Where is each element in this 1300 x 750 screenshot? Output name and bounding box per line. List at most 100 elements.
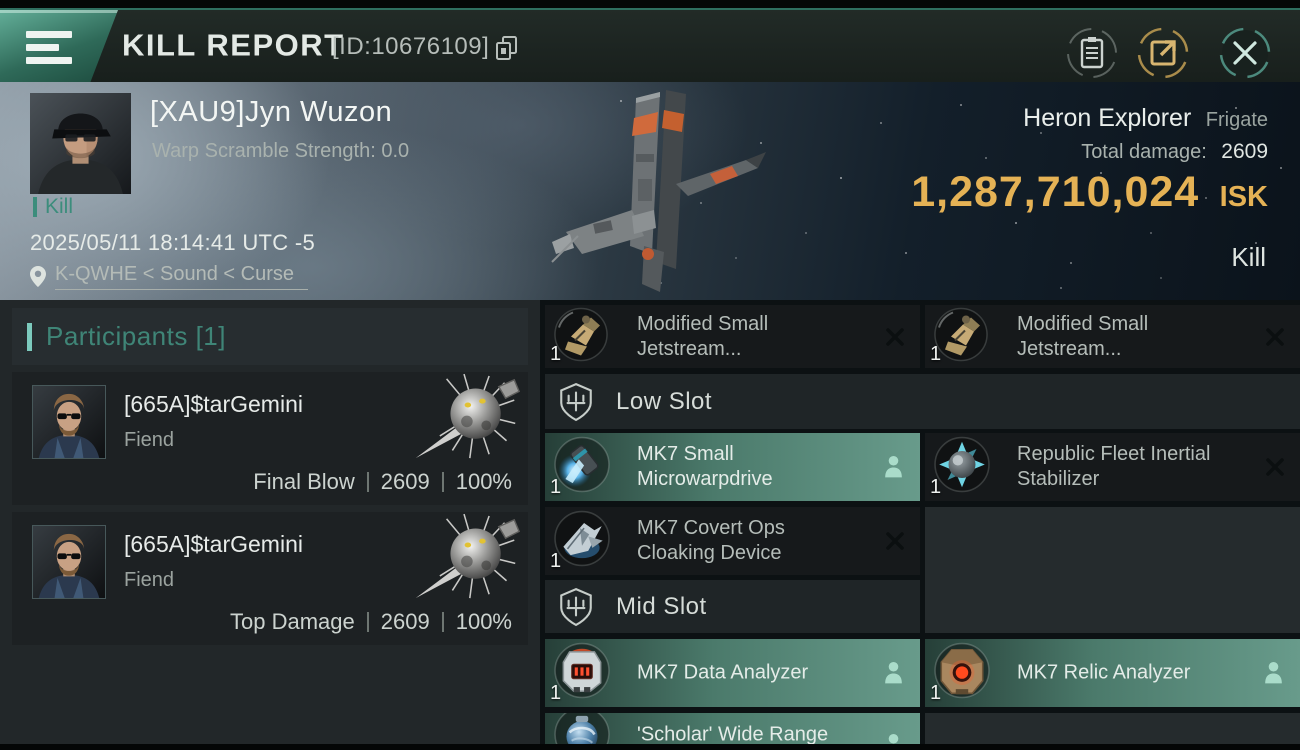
total-damage-value: 2609 [1221, 140, 1268, 163]
mid-slot-title: Mid Slot [616, 592, 707, 620]
bottom-black-bar [0, 744, 1300, 750]
module-qty: 1 [550, 476, 562, 498]
kill-result-label: Kill [1231, 242, 1266, 272]
module-icon-data-analyzer [553, 642, 611, 705]
copy-icon[interactable] [494, 35, 520, 68]
top-edge-strip [0, 0, 1300, 8]
close-x-icon [1233, 41, 1257, 65]
total-damage-line: Total damage: 2609 [1081, 140, 1268, 164]
remove-module-icon[interactable] [1264, 456, 1286, 478]
kill-datetime: 2025/05/11 18:14:41 UTC -5 [30, 230, 316, 255]
fitting-item-scholar[interactable]: 'Scholar' Wide Range [545, 713, 920, 750]
module-name: 'Scholar' Wide Range [637, 723, 829, 746]
menu-button[interactable] [0, 10, 118, 84]
isk-line: 1,287,710,024 ISK [911, 168, 1268, 217]
participant-ship-icon [406, 372, 522, 471]
page-title: KILL REPORT [122, 27, 345, 63]
module-name: Republic Fleet Inertial Stabilizer [1017, 443, 1211, 490]
fitting-empty-block [925, 507, 1300, 633]
fitting-item-data-analyzer[interactable]: 1 MK7 Data Analyzer [545, 639, 920, 707]
participant-avatar[interactable] [32, 385, 106, 459]
ship-name: Heron Explorer [1023, 104, 1192, 132]
participant-ship-icon [406, 512, 522, 611]
module-qty: 1 [930, 682, 942, 704]
kill-banner: [XAU9]Jyn Wuzon Warp Scramble Strength: … [0, 82, 1300, 300]
participant-stat-line: Final Blow 2609 100% [253, 469, 512, 495]
fitting-item-relic-analyzer[interactable]: 1 MK7 Relic Analyzer [925, 639, 1300, 707]
location-link[interactable]: K-QWHE < Sound < Curse [30, 263, 308, 290]
module-qty: 1 [930, 343, 942, 365]
module-icon-inertial-stabilizer [933, 436, 991, 499]
fitting-empty-block [925, 713, 1300, 744]
module-name: MK7 Small Microwarpdrive [637, 443, 773, 490]
ship-line: Heron Explorer Frigate [1023, 104, 1268, 133]
module-qty: 1 [930, 476, 942, 498]
low-slot-title: Low Slot [616, 387, 713, 415]
share-button[interactable] [1136, 26, 1190, 80]
stat-label: Final Blow [253, 469, 355, 494]
remove-module-icon[interactable] [884, 326, 906, 348]
stat-percent: 100% [455, 469, 512, 494]
kill-tag-label: Kill [45, 195, 74, 218]
module-icon-jetstream [553, 306, 609, 367]
participant-stat-line: Top Damage 2609 100% [230, 609, 512, 635]
low-slot-header: Low Slot [545, 374, 1300, 429]
module-name: MK7 Covert Ops Cloaking Device [637, 517, 785, 564]
remove-module-icon[interactable] [884, 530, 906, 552]
stat-damage: 2609 [380, 469, 430, 494]
hamburger-icon [26, 31, 72, 64]
fitted-person-icon [1263, 661, 1284, 686]
kill-tag-tick [33, 197, 37, 217]
victim-name: [XAU9]Jyn Wuzon [150, 96, 393, 128]
module-qty: 1 [550, 343, 562, 365]
kill-tag: Kill [33, 195, 73, 219]
participant-ship-name: Fiend [124, 569, 175, 591]
stat-separator [366, 472, 369, 492]
participants-tick [27, 322, 32, 351]
participant-avatar[interactable] [32, 525, 106, 599]
slot-shield-icon [558, 587, 594, 627]
clipboard-icon [1080, 37, 1104, 69]
participant-name: [665A]$tarGemini [124, 391, 303, 417]
lower-area: Participants [1] [0, 300, 1300, 750]
fitting-panel: 1 Modified Small Jetstream... [545, 300, 1300, 750]
stat-separator [441, 612, 444, 632]
notes-button[interactable] [1065, 26, 1119, 80]
top-bar: KILL REPORT [ID:10676109] [0, 8, 1300, 84]
victim-avatar[interactable] [30, 93, 131, 194]
map-pin-icon [30, 266, 46, 287]
stat-percent: 100% [455, 609, 512, 634]
warp-scramble-strength: Warp Scramble Strength: 0.0 [152, 140, 410, 162]
isk-unit: ISK [1219, 181, 1268, 213]
location-text: K-QWHE < Sound < Curse [55, 263, 308, 290]
fitting-item-jetstream-1[interactable]: 1 Modified Small Jetstream... [545, 305, 920, 368]
remove-module-icon[interactable] [1264, 326, 1286, 348]
module-icon-jetstream [933, 306, 989, 367]
starfield [0, 82, 2, 84]
fitting-item-cloaking-device[interactable]: 1 MK7 Covert Ops Cloaking Device [545, 507, 920, 575]
fitting-item-inertial-stabilizer[interactable]: 1 Republic Fleet Inertial Stabilizer [925, 433, 1300, 501]
mid-slot-header: Mid Slot [545, 580, 920, 633]
participant-card[interactable]: [665A]$tarGemini Fiend [12, 372, 528, 505]
module-icon-scholar [553, 713, 611, 750]
module-icon-relic-analyzer [933, 642, 991, 705]
external-link-icon [1150, 40, 1176, 66]
participant-card[interactable]: [665A]$tarGemini Fiend [12, 512, 528, 645]
fitting-item-microwarpdrive[interactable]: 1 MK7 Small Microwarpdrive [545, 433, 920, 501]
close-button[interactable] [1218, 26, 1272, 80]
fitted-person-icon [883, 455, 904, 480]
ship-class: Frigate [1205, 109, 1268, 131]
participant-ship-name: Fiend [124, 429, 175, 451]
module-name: MK7 Relic Analyzer [1017, 661, 1191, 684]
banner-right-block: Heron Explorer Frigate Total damage: 260… [808, 82, 1268, 300]
module-icon-cloaking-device [553, 510, 611, 573]
fitted-person-icon [883, 661, 904, 686]
report-id: [ID:10676109] [332, 33, 490, 61]
module-name: Modified Small Jetstream... [637, 312, 769, 360]
module-name: MK7 Data Analyzer [637, 661, 809, 684]
participant-name: [665A]$tarGemini [124, 531, 303, 557]
fitting-item-jetstream-2[interactable]: 1 Modified Small Jetstream... [925, 305, 1300, 368]
isk-value: 1,287,710,024 [911, 168, 1200, 216]
module-qty: 1 [550, 550, 562, 572]
